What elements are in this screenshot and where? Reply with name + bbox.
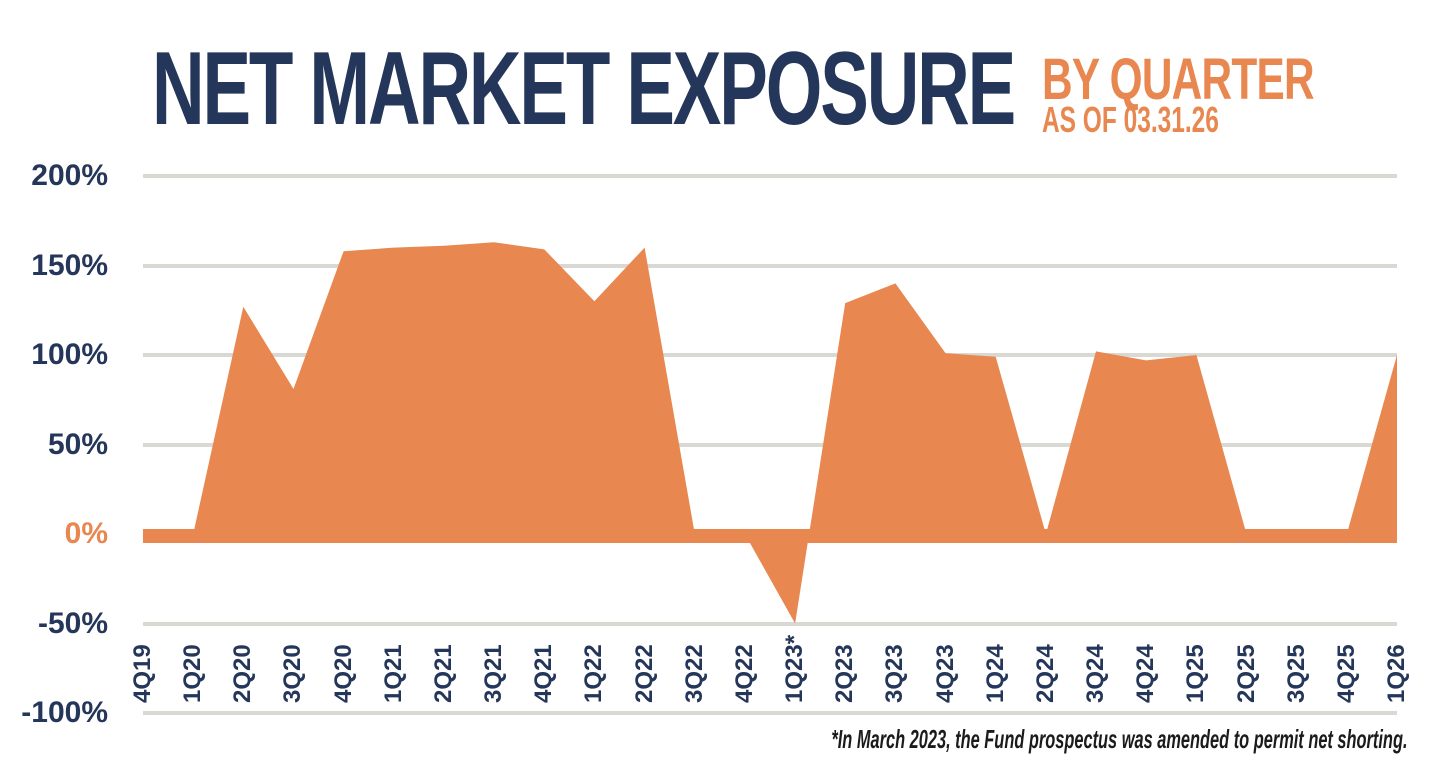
- x-axis-label: 2Q23: [831, 644, 859, 703]
- y-axis-label: 50%: [47, 427, 108, 461]
- x-axis-label: 3Q22: [680, 644, 708, 703]
- footnote: *In March 2023, the Fund prospectus was …: [830, 724, 1407, 754]
- x-axis-label: 4Q20: [329, 644, 357, 703]
- x-axis-label: 3Q25: [1282, 644, 1310, 703]
- x-axis-label: 3Q23: [881, 644, 909, 703]
- x-axis-label: 1Q22: [580, 644, 608, 703]
- exposure-area-series: [143, 242, 1397, 624]
- y-axis-label: 150%: [31, 248, 108, 282]
- gridline: [143, 621, 1397, 626]
- x-axis-label: 1Q26: [1383, 644, 1410, 703]
- x-axis-label: 2Q25: [1232, 644, 1260, 703]
- x-axis-label: 2Q24: [1031, 644, 1059, 703]
- y-axis-label: -50%: [37, 606, 108, 640]
- x-axis-label: 1Q24: [981, 644, 1009, 703]
- x-axis-label: 2Q20: [229, 644, 257, 703]
- y-axis-label: 100%: [31, 338, 108, 371]
- gridline: [143, 263, 1397, 268]
- gridline: [143, 353, 1397, 357]
- x-axis-label: 4Q25: [1332, 644, 1360, 703]
- x-axis-label: 4Q22: [730, 644, 758, 703]
- gridline: [143, 442, 1397, 447]
- x-axis-label: 3Q24: [1082, 644, 1110, 703]
- x-axis-label: 2Q21: [429, 644, 457, 703]
- x-axis-label: 1Q23*: [781, 634, 809, 703]
- chart-subtitle-as-of-date: AS OF 03.31.26: [1042, 99, 1219, 140]
- x-axis-label: 2Q22: [630, 644, 658, 703]
- chart-subtitle-by-quarter: BY QUARTER: [1042, 47, 1315, 112]
- x-axis-label: 3Q20: [279, 644, 307, 703]
- x-axis-label: 4Q24: [1132, 644, 1160, 703]
- x-axis-label: 4Q19: [129, 644, 156, 703]
- x-axis-label: 4Q23: [931, 644, 959, 703]
- exposure-area-chart: [143, 242, 1397, 624]
- x-axis-label: 1Q25: [1182, 644, 1210, 703]
- y-axis-label: 0%: [64, 517, 108, 550]
- x-axis-label: 1Q21: [379, 644, 407, 703]
- x-axis-label: 3Q21: [480, 644, 508, 703]
- zero-axis-line: [143, 529, 1397, 543]
- chart-title: NET MARKET EXPOSURE: [152, 31, 1016, 147]
- x-axis-label: 4Q21: [530, 644, 558, 703]
- gridline: [143, 174, 1397, 178]
- gridline: [143, 711, 1397, 715]
- y-axis-label: -100%: [21, 696, 108, 729]
- x-axis-label: 1Q20: [179, 644, 207, 703]
- y-axis-label: 200%: [31, 159, 108, 192]
